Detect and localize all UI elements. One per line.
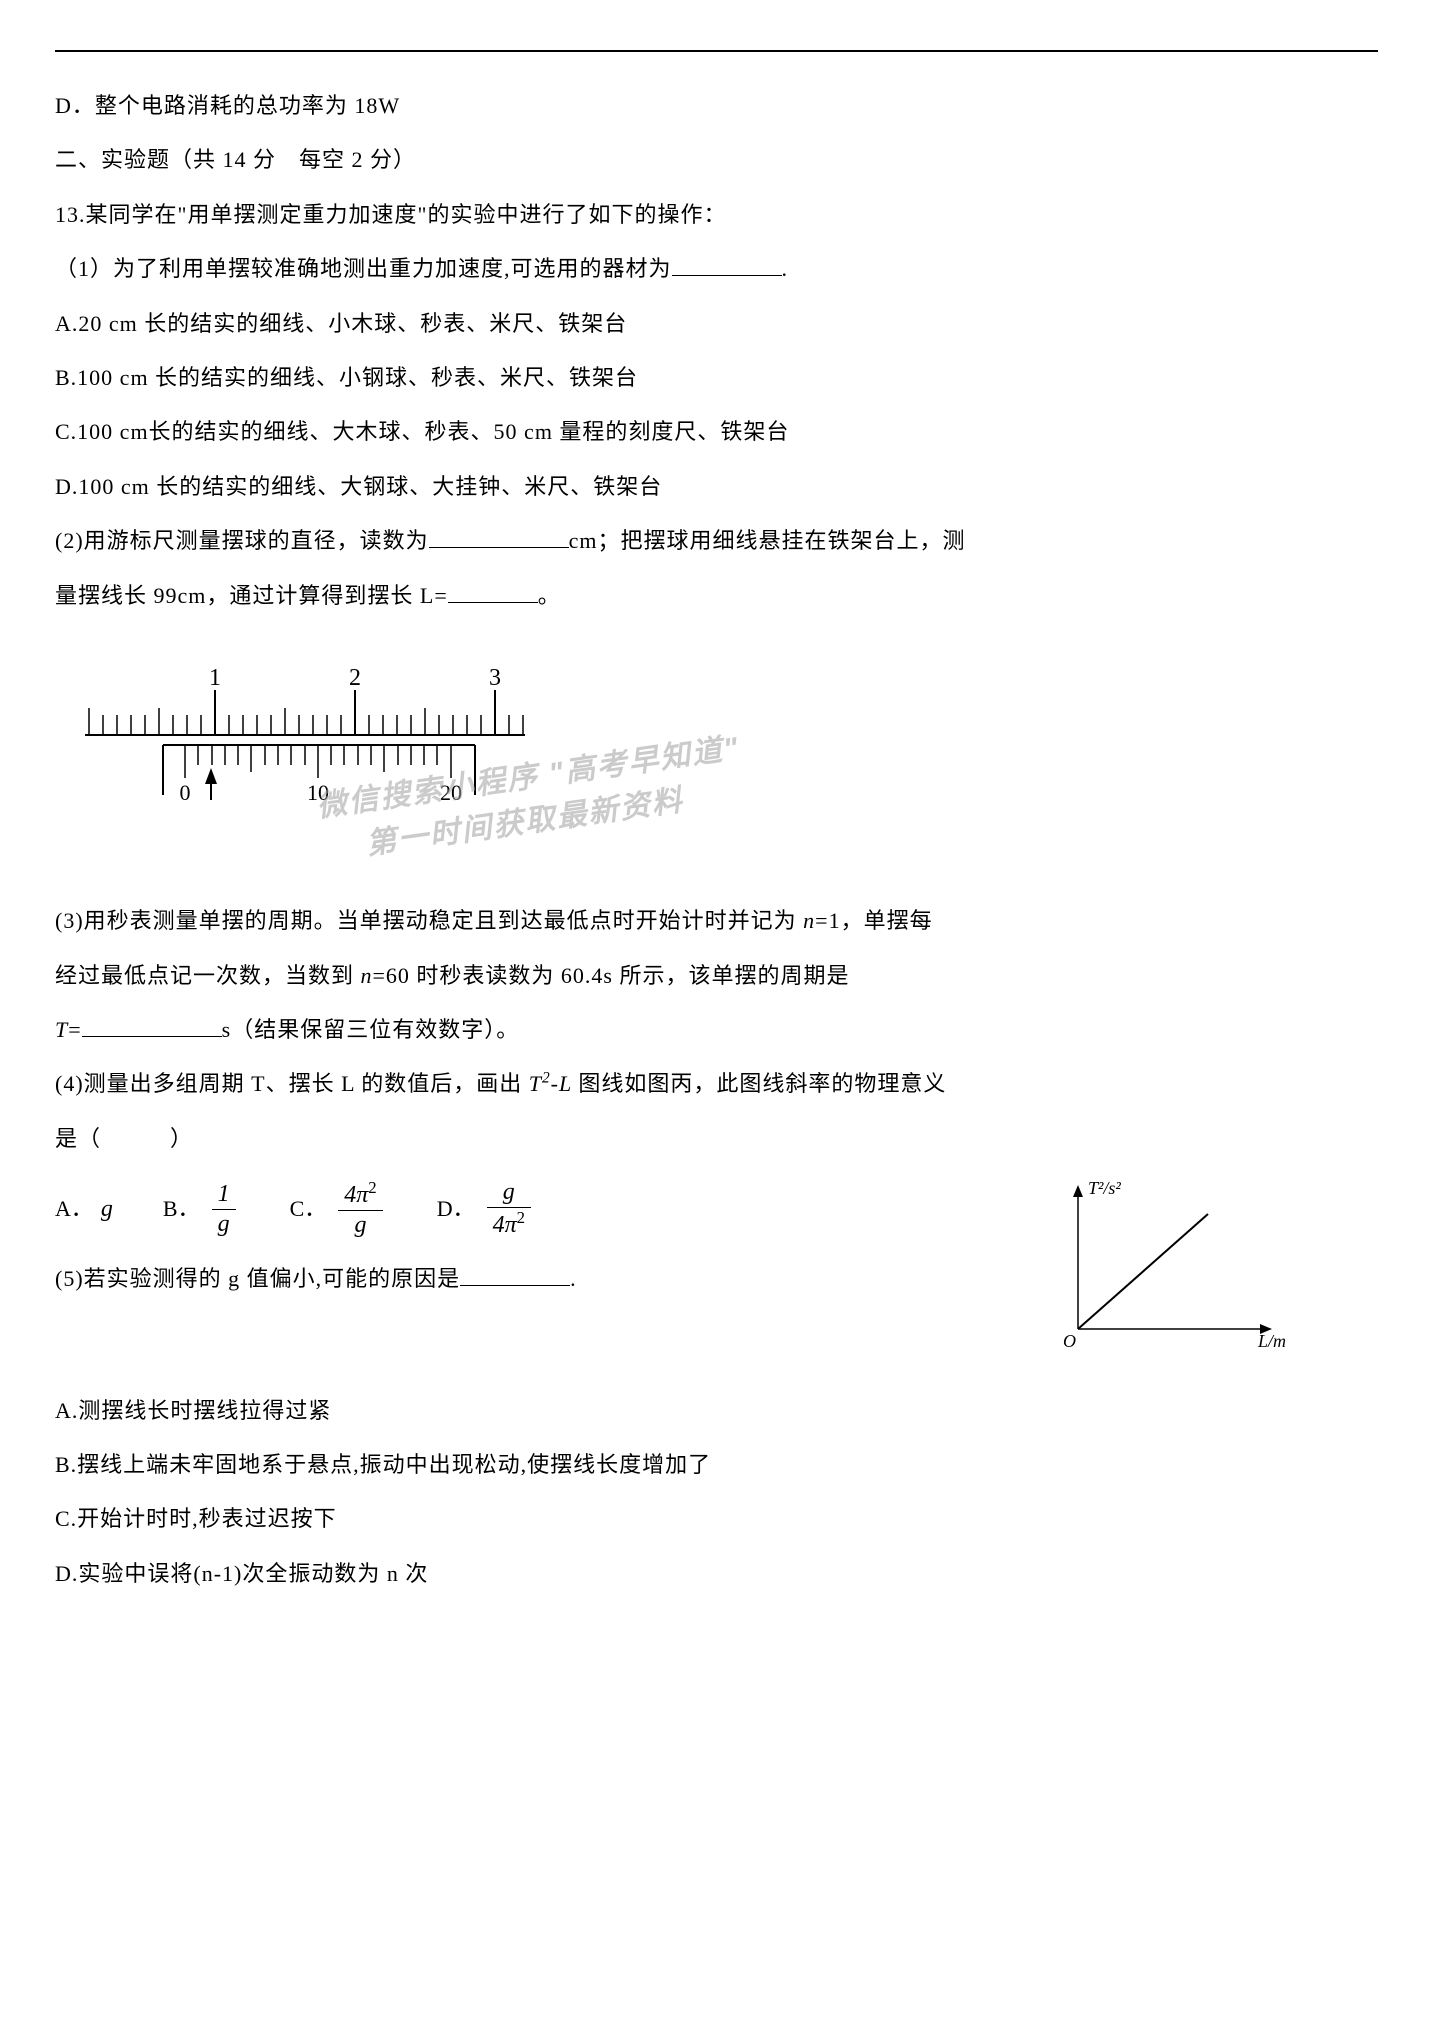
q13-intro: 13.某同学在"用单摆测定重力加速度"的实验中进行了如下的操作： <box>55 191 1378 239</box>
svg-text:0: 0 <box>180 780 191 805</box>
q13-3-a: (3)用秒表测量单摆的周期。当单摆动稳定且到达最低点时开始计时并记为 <box>55 908 803 933</box>
q13-5-option-c: C.开始计时时,秒表过迟按下 <box>55 1495 1378 1543</box>
q13-3-n2: n <box>361 963 373 988</box>
blank-3 <box>448 576 538 602</box>
option-b: B． 1 g <box>163 1180 240 1239</box>
q13-4-b: - <box>551 1071 559 1096</box>
svg-text:20: 20 <box>440 780 462 805</box>
vernier-scale-figure: 1 2 3 <box>85 660 1378 857</box>
q13-2-d: 。 <box>538 583 561 608</box>
blank-2 <box>429 522 569 548</box>
svg-text:T²/s²: T²/s² <box>1088 1179 1121 1198</box>
svg-text:2: 2 <box>349 665 361 691</box>
blank-4 <box>82 1011 222 1037</box>
q13-4-a: (4)测量出多组周期 T、摆长 L 的数值后，画出 <box>55 1071 529 1096</box>
q13-part4-line1: (4)测量出多组周期 T、摆长 L 的数值后，画出 T2-L 图线如图丙，此图线… <box>55 1060 1378 1108</box>
t2-l-graph: T²/s² L/m O <box>1038 1179 1298 1376</box>
vernier-svg: 1 2 3 <box>85 660 785 840</box>
page-content: D．整个电路消耗的总功率为 18W 二、实验题（共 14 分 每空 2 分） 1… <box>55 50 1378 1598</box>
section2-title: 二、实验题（共 14 分 每空 2 分） <box>55 136 1378 184</box>
q13-1-period: . <box>782 256 789 281</box>
svg-text:O: O <box>1063 1331 1076 1351</box>
svg-text:L/m: L/m <box>1257 1331 1286 1351</box>
q13-2-b: cm；把摆球用细线悬挂在铁架台上，测 <box>569 528 966 553</box>
q13-part3-line2: 经过最低点记一次数，当数到 n=60 时秒表读数为 60.4s 所示，该单摆的周… <box>55 952 1378 1000</box>
option-c: C． 4π2 g <box>290 1178 387 1240</box>
opt-c-label: C． <box>290 1185 327 1233</box>
q13-3-c: =60 时秒表读数为 60.4s 所示，该单摆的周期是 <box>373 963 850 988</box>
q13-5-option-d: D.实验中误将(n-1)次全振动数为 n 次 <box>55 1550 1378 1598</box>
q13-3-b: 经过最低点记一次数，当数到 <box>55 963 361 988</box>
q13-part2-line2: 量摆线长 99cm，通过计算得到摆长 L= 。 <box>55 572 1378 620</box>
svg-text:3: 3 <box>489 665 501 691</box>
opt-a-label: A． <box>55 1185 93 1233</box>
fraction-d: g 4π2 <box>487 1178 531 1240</box>
opt-b-label: B． <box>163 1185 200 1233</box>
q13-3-e: s（结果保留三位有效数字）。 <box>222 1017 520 1042</box>
q13-part4-line2: 是（ ） <box>55 1115 1378 1163</box>
svg-text:1: 1 <box>209 665 221 691</box>
q13-2-c: 量摆线长 99cm，通过计算得到摆长 L= <box>55 583 448 608</box>
q13-4-c: 图线如图丙，此图线斜率的物理意义 <box>578 1071 946 1096</box>
q13-3-d: = <box>68 1017 81 1042</box>
svg-text:10: 10 <box>307 780 329 805</box>
q13-part3-line3: T= s（结果保留三位有效数字）。 <box>55 1006 1378 1054</box>
q13-1-option-b: B.100 cm 长的结实的细线、小钢球、秒表、米尺、铁架台 <box>55 354 1378 402</box>
q13-5-period: . <box>570 1266 577 1291</box>
blank-5 <box>460 1259 570 1285</box>
q13-part3-line1: (3)用秒表测量单摆的周期。当单摆动稳定且到达最低点时开始计时并记为 n=1，单… <box>55 897 1378 945</box>
q13-5-text: (5)若实验测得的 g 值偏小,可能的原因是 <box>55 1266 460 1291</box>
q13-2-a: (2)用游标尺测量摆球的直径，读数为 <box>55 528 429 553</box>
q13-4-options: A． g B． 1 g C． 4π2 g D． g 4π2 <box>55 1178 1018 1240</box>
opt-a-val: g <box>101 1183 113 1236</box>
q13-4-T2: T2 <box>529 1071 551 1096</box>
q13-5-option-a: A.测摆线长时摆线拉得过紧 <box>55 1387 1378 1435</box>
fraction-c: 4π2 g <box>338 1178 382 1240</box>
q13-part2-line1: (2)用游标尺测量摆球的直径，读数为 cm；把摆球用细线悬挂在铁架台上，测 <box>55 517 1378 565</box>
q13-part1: （1）为了利用单摆较准确地测出重力加速度,可选用的器材为. <box>55 245 1378 293</box>
blank-1 <box>672 250 782 276</box>
opt-d-label: D． <box>437 1185 475 1233</box>
q13-1-option-d: D.100 cm 长的结实的细线、大钢球、大挂钟、米尺、铁架台 <box>55 463 1378 511</box>
option-a: A． g <box>55 1183 113 1236</box>
graph-svg: T²/s² L/m O <box>1038 1179 1298 1359</box>
q12-option-d: D．整个电路消耗的总功率为 18W <box>55 82 1378 130</box>
q13-4-L: L <box>559 1071 578 1096</box>
option-d: D． g 4π2 <box>437 1178 535 1240</box>
q13-3-T: T <box>55 1017 68 1042</box>
q13-1-option-c: C.100 cm长的结实的细线、大木球、秒表、50 cm 量程的刻度尺、铁架台 <box>55 408 1378 456</box>
q13-3-n1: n <box>803 908 815 933</box>
q13-5-option-b: B.摆线上端未牢固地系于悬点,振动中出现松动,使摆线长度增加了 <box>55 1441 1378 1489</box>
fraction-b: 1 g <box>212 1180 236 1239</box>
q13-1-option-a: A.20 cm 长的结实的细线、小木球、秒表、米尺、铁架台 <box>55 300 1378 348</box>
q13-3-eq1: =1，单摆每 <box>815 908 932 933</box>
q13-1-text: （1）为了利用单摆较准确地测出重力加速度,可选用的器材为 <box>55 256 672 281</box>
